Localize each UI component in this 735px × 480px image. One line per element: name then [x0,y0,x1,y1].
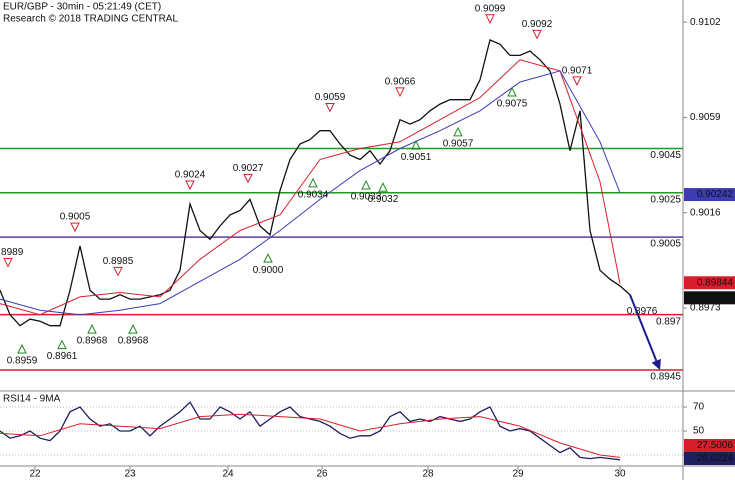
last-value-box [684,188,735,202]
high-marker [395,87,405,98]
series-line [0,38,631,327]
last-value-label: 0.90242 [697,189,734,200]
level-label: 0.9045 [650,150,681,161]
low-label: 0.8959 [7,356,38,367]
high-label: 0.9005 [60,212,91,223]
low-marker [361,179,371,190]
y-tick-label: 0.8973 [690,303,721,314]
high-label: 0.8989 [0,247,24,258]
last-value-box [684,452,735,465]
series-line [0,70,621,316]
low-marker [17,343,27,354]
high-label: 0.9066 [385,77,416,88]
last-value-box [684,291,735,305]
level-label: 0.897 [656,316,681,327]
high-marker [243,173,253,184]
high-label: 0.9092 [522,19,553,30]
low-marker [507,86,517,97]
low-label: 0.8968 [77,336,108,347]
low-label: 0.9033 [351,192,382,203]
projection-arrow [629,294,658,362]
level-label: 0.9025 [650,194,681,205]
level-label: 0.8945 [650,372,681,383]
high-marker [572,76,582,86]
high-marker [3,258,13,268]
series-line [0,59,621,316]
low-marker [453,126,463,137]
y-tick-label: 0.9016 [690,207,721,218]
high-label: 0.8985 [103,256,134,267]
high-label: 0.9027 [233,163,264,174]
level-label: 0.9005 [650,239,681,250]
low-label: 0.9034 [298,189,329,200]
last-value-label: 0.89776 [697,292,734,303]
low-marker [87,323,97,334]
high-marker [70,222,80,233]
high-marker [185,180,195,191]
low-marker [263,253,273,263]
low-label: 0.8968 [118,336,149,347]
last-value-label: 0.89844 [697,277,734,288]
high-label: 0.9024 [175,170,206,181]
last-value-box [684,439,735,452]
last-value-label: 26.0224 [697,453,734,464]
low-marker [57,339,67,350]
y-tick-label: 70 [693,402,705,413]
y-tick-label: 0.9059 [690,112,721,123]
low-label: 0.9075 [497,99,528,110]
x-tick-label: 22 [29,469,41,480]
projection-head [651,358,661,371]
low-marker [128,323,138,334]
x-tick-label: 23 [124,469,136,480]
x-tick-label: 26 [316,469,328,480]
high-marker [325,102,335,113]
high-marker [113,266,123,277]
high-marker [485,14,495,24]
last-value-label: 27.5006 [697,440,734,451]
low-label: 0.9057 [443,139,474,150]
low-marker [411,140,421,150]
low-label: 0.8961 [47,351,78,362]
value-label: 0.8976 [627,306,658,317]
last-value-box [684,276,735,290]
chart-title: EUR/GBP - 30min - 05:21:49 (CET) [3,2,161,13]
x-tick-label: 29 [512,469,524,480]
low-label: 0.9032 [368,194,399,205]
x-tick-label: 24 [222,469,234,480]
high-label: 0.9059 [315,92,346,103]
series-line [0,413,621,458]
low-marker [378,182,388,192]
low-label: 0.9051 [401,152,432,163]
y-tick-label: 50 [693,426,705,437]
low-marker [308,177,318,188]
high-marker [532,29,542,40]
low-label: 0.9000 [253,265,284,276]
y-tick-label: 0.9102 [690,17,721,28]
x-tick-label: 30 [614,469,626,480]
x-tick-label: 28 [422,469,434,480]
chart-subtitle: Research © 2018 TRADING CENTRAL [3,14,178,25]
high-label: 0.9071 [562,65,593,76]
high-label: 0.9099 [475,3,506,14]
panel-title: RSI14 - 9MA [3,394,61,405]
